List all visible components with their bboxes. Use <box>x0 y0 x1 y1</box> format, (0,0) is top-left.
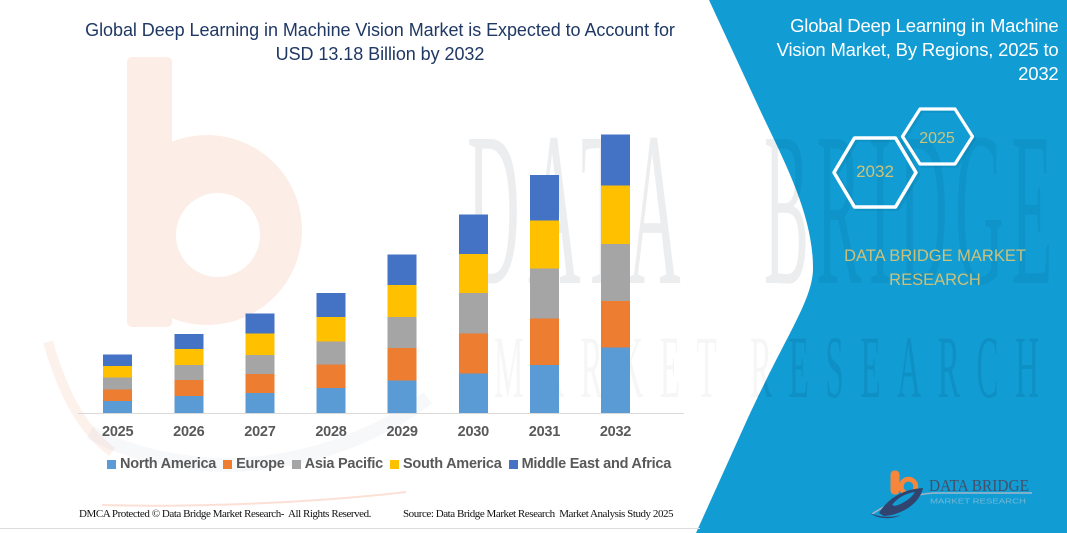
svg-text:DATA BRIDGE: DATA BRIDGE <box>929 476 1029 495</box>
svg-text:2025: 2025 <box>919 130 955 147</box>
svg-text:BRIDGE: BRIDGE <box>764 87 1060 331</box>
svg-text:DATA: DATA <box>467 87 689 331</box>
svg-text:2032: 2032 <box>856 162 894 181</box>
svg-text:MARKET RESEARCH: MARKET RESEARCH <box>930 499 1026 506</box>
